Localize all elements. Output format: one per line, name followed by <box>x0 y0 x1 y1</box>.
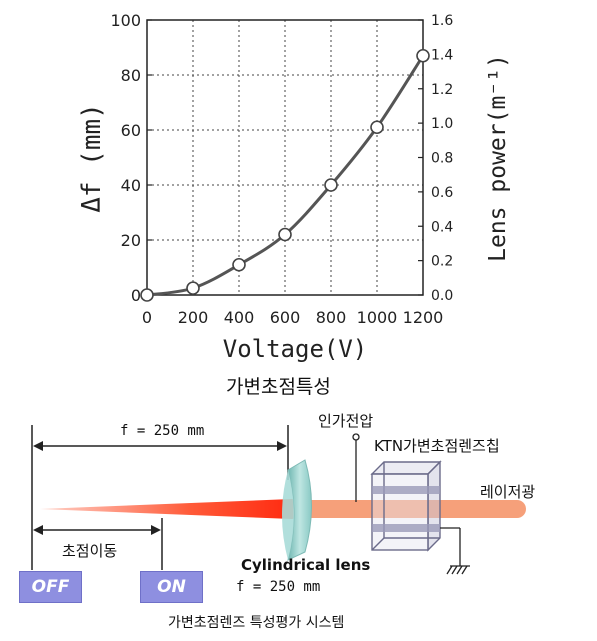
y-right-tick-label: 0.0 <box>431 288 453 304</box>
y-tick-label: 100 <box>110 11 141 30</box>
data-point <box>370 120 384 135</box>
x-tick-label: 400 <box>224 308 255 327</box>
off-button[interactable]: OFF <box>19 571 82 603</box>
data-point <box>140 288 154 302</box>
f-top-label: f = 250 mm <box>120 423 205 439</box>
y-tick-label: 40 <box>121 176 141 195</box>
chart-caption: 가변초점특성 <box>226 376 331 398</box>
y-right-tick-label: 0.4 <box>431 219 453 235</box>
arrowhead-right-2 <box>151 525 161 535</box>
x-tick-label: 600 <box>270 308 301 327</box>
ktn-label: KTN가변초점렌즈칩 <box>374 437 500 455</box>
arrowhead-right <box>277 441 287 451</box>
system-caption: 가변초점렌즈 특성평가 시스템 <box>168 615 345 631</box>
y-axis-ticks: 0 20 40 60 80 100 <box>110 11 152 305</box>
ground-icon <box>446 565 470 575</box>
y-right-tick-label: 0.8 <box>431 151 453 167</box>
y-right-tick-label: 1.2 <box>431 82 453 98</box>
series-points <box>140 48 430 302</box>
voltage-terminal-icon <box>352 433 360 441</box>
x-tick-label: 1000 <box>357 308 398 327</box>
arrowhead-left-2 <box>33 525 43 535</box>
lens-label: Cylindrical lens <box>241 556 371 574</box>
data-point <box>186 281 200 295</box>
y-tick-label: 80 <box>121 66 141 85</box>
voltage-label: 인가전압 <box>318 412 374 430</box>
ktn-electrode-top <box>372 486 440 494</box>
y-right-tick-label: 1.6 <box>431 13 453 29</box>
y-tick-label: 60 <box>121 121 141 140</box>
y-tick-label: 0 <box>131 286 141 305</box>
y-axis-label: Δf (mm) <box>77 103 107 213</box>
y-right-tick-label: 0.6 <box>431 185 453 201</box>
x-tick-label: 1200 <box>403 308 444 327</box>
data-point <box>324 178 338 192</box>
ktn-chip <box>370 460 442 552</box>
x-tick-label: 200 <box>178 308 209 327</box>
x-tick-label: 0 <box>142 308 152 327</box>
data-point <box>278 227 292 242</box>
focus-shift-label: 초점이동 <box>62 542 118 560</box>
y-axis-right-label: Lens power(m⁻¹) <box>485 54 511 262</box>
y-axis-right-ticks: 0.0 0.2 0.4 0.6 0.8 1.0 1.2 1.4 1.6 <box>418 13 453 304</box>
chart-grid <box>147 20 423 295</box>
x-axis-ticks: 0 200 400 600 800 1000 1200 <box>142 308 443 327</box>
data-point <box>232 257 246 272</box>
cylindrical-lens-face <box>282 470 294 560</box>
y-right-tick-label: 0.2 <box>431 254 453 270</box>
y-right-tick-label: 1.0 <box>431 116 453 132</box>
laser-label: 레이저광 <box>480 483 536 501</box>
ktn-electrode-bottom <box>372 524 440 532</box>
laser-beam <box>290 500 526 518</box>
focused-beam <box>40 499 292 519</box>
lens-f-label: f = 250 mm <box>236 579 321 595</box>
x-tick-label: 800 <box>316 308 347 327</box>
y-tick-label: 20 <box>121 231 141 250</box>
y-right-tick-label: 1.4 <box>431 47 453 63</box>
on-button[interactable]: ON <box>140 571 203 603</box>
arrowhead-left <box>33 441 43 451</box>
data-point <box>416 48 430 63</box>
x-axis-label: Voltage(V) <box>223 335 368 363</box>
